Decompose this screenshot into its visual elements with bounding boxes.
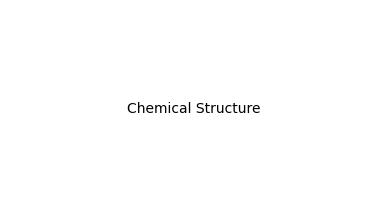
Text: Chemical Structure: Chemical Structure: [127, 102, 260, 116]
